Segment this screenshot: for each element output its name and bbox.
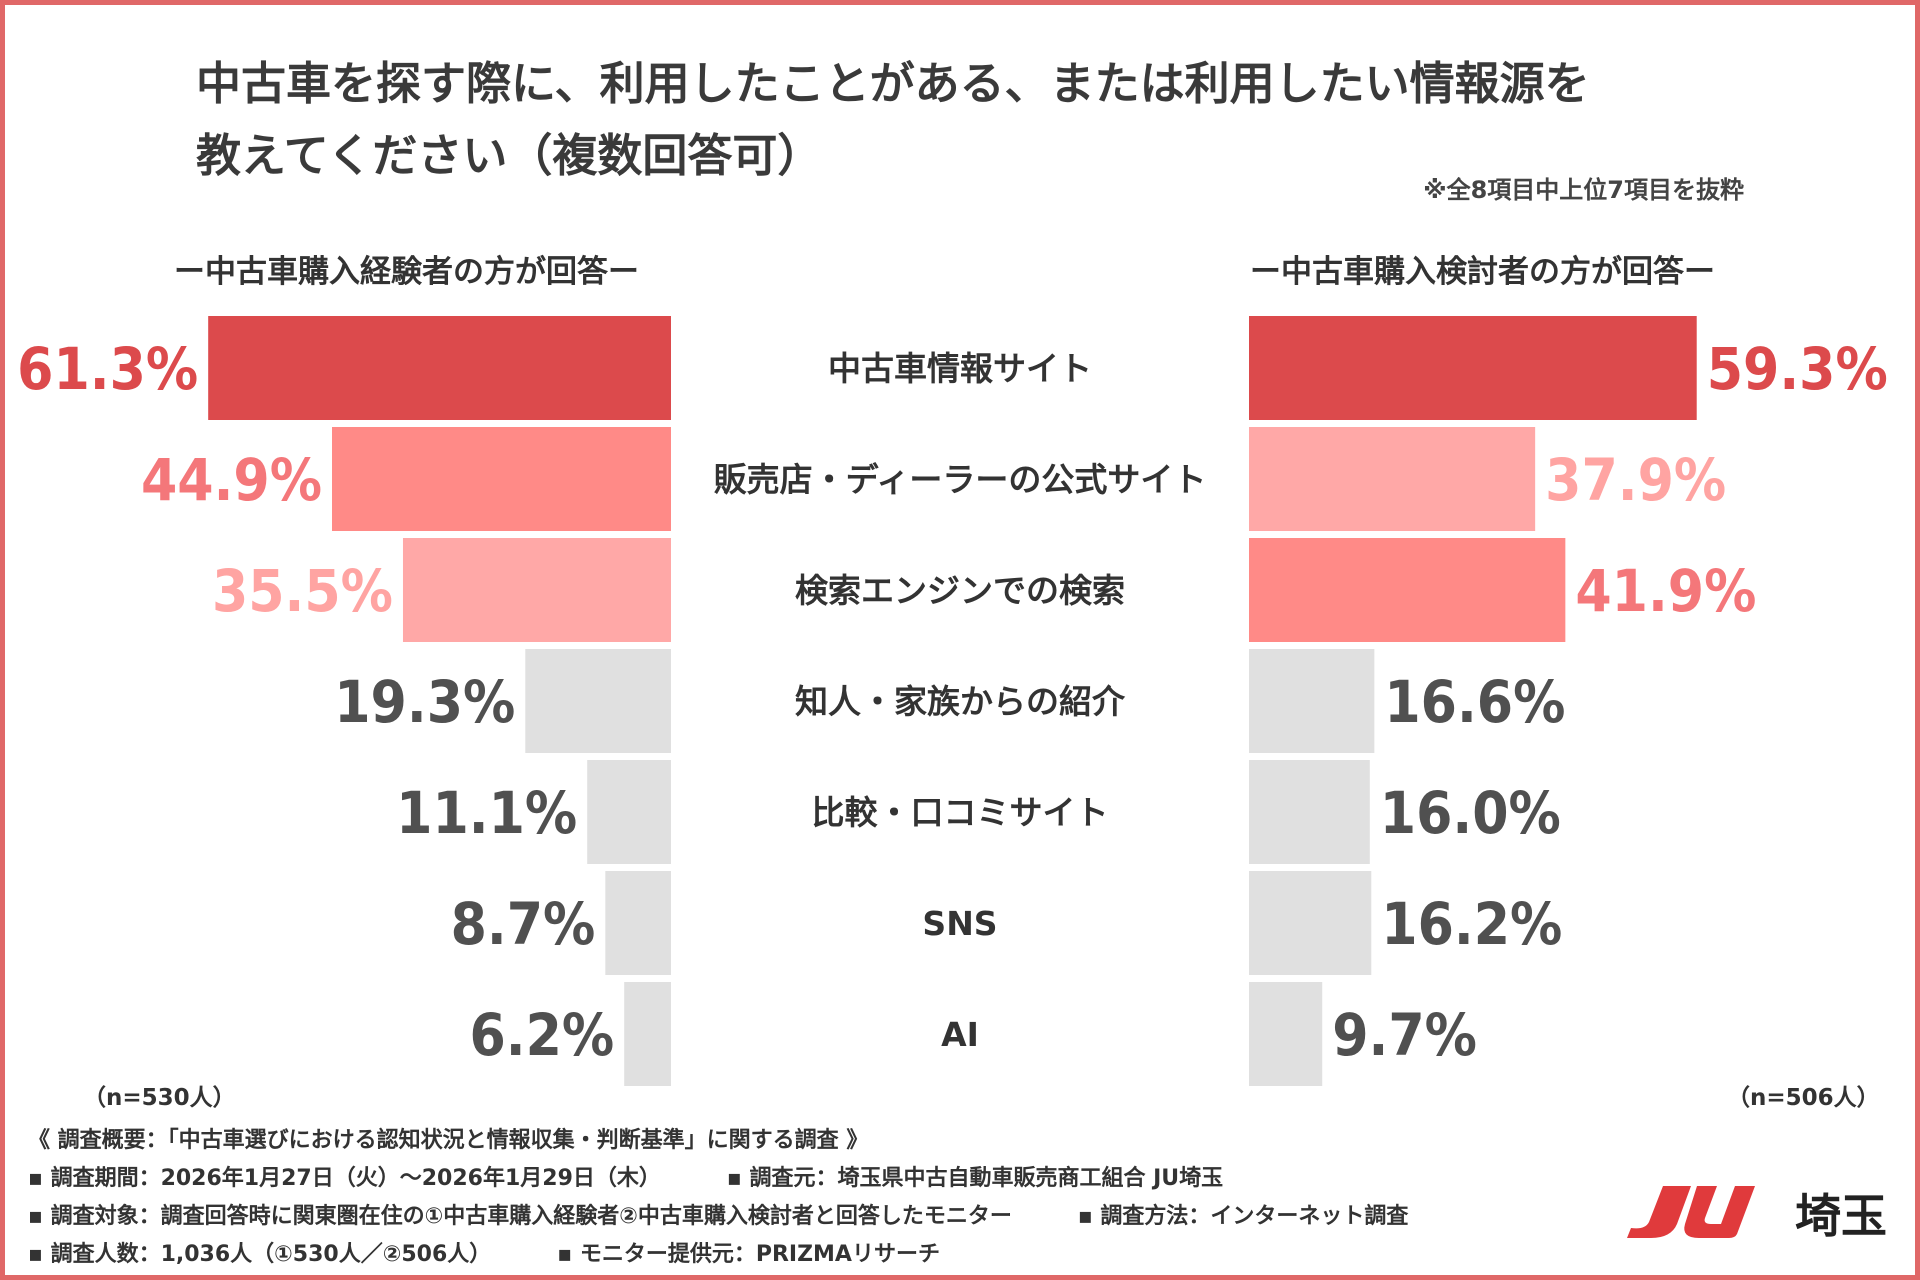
right-bar — [1249, 649, 1375, 753]
logo-text: 埼玉 — [1795, 1189, 1887, 1242]
right-bar — [1249, 538, 1566, 642]
category-label: 検索エンジンでの検索 — [795, 571, 1125, 610]
ju-logo-mark — [1627, 1186, 1755, 1238]
left-bar — [525, 649, 671, 753]
right-value-label: 37.9% — [1545, 446, 1726, 514]
right-bar — [1249, 316, 1697, 420]
right-value-label: 59.3% — [1707, 335, 1888, 403]
right-value-label: 9.7% — [1332, 1001, 1477, 1069]
selection-note: ※全8項目中上位7項目を抜粋 — [1423, 176, 1744, 204]
category-label: SNS — [922, 904, 997, 943]
right-value-label: 16.6% — [1384, 668, 1565, 736]
left-value-label: 11.1% — [396, 779, 577, 847]
title-line-2: 教えてください（複数回答可） — [196, 129, 823, 182]
left-bar — [208, 316, 671, 420]
ju-saitama-logo: 埼玉 — [1627, 1186, 1887, 1242]
title-line-1: 中古車を探す際に、利用したことがある、または利用したい情報源を — [196, 57, 1590, 110]
left-bar — [624, 982, 671, 1086]
left-sample-size: （n=530人） — [83, 1085, 236, 1111]
survey-method: ▪ 調査方法：インターネット調査 — [1077, 1204, 1409, 1229]
category-label: 販売店・ディーラーの公式サイト — [714, 460, 1207, 499]
category-label: 比較・口コミサイト — [812, 793, 1109, 832]
left-value-label: 6.2% — [469, 1001, 614, 1069]
survey-count: ▪ 調査人数：1,036人（①530人／②506人） — [28, 1242, 492, 1267]
survey-source: ▪ 調査元：埼玉県中古自動車販売商工組合 JU埼玉 — [726, 1166, 1224, 1191]
left-value-label: 44.9% — [141, 446, 322, 514]
right-sample-size: （n=506人） — [1727, 1085, 1880, 1111]
monitor-provider: ▪ モニター提供元：PRIZMAリサーチ — [557, 1242, 940, 1267]
right-bar — [1249, 427, 1536, 531]
left-bar — [402, 538, 671, 642]
left-value-label: 8.7% — [451, 890, 596, 958]
right-value-label: 41.9% — [1575, 557, 1756, 625]
right-series-label: ー中古車購入検討者の方が回答ー — [1250, 254, 1715, 290]
right-bar — [1249, 982, 1323, 1086]
left-bar — [332, 427, 671, 531]
survey-heading: 《 調査概要：「中古車選びにおける認知状況と情報収集・判断基準」に関する調査 》 — [28, 1128, 869, 1153]
category-label: 知人・家族からの紹介 — [795, 682, 1126, 721]
left-bar — [587, 760, 671, 864]
butterfly-bar-chart: 61.3% 59.3% 中古車情報サイト 44.9% 37.9% 販売店・ディーラーの公式… — [17, 316, 1888, 1086]
survey-period: ▪ 調査期間：2026年1月27日（火）〜2026年1月29日（木） — [28, 1166, 661, 1191]
left-series-label: ー中古車購入経験者の方が回答ー — [174, 254, 639, 290]
category-label: AI — [941, 1015, 979, 1054]
right-bar — [1249, 871, 1372, 975]
survey-overview: 《 調査概要：「中古車選びにおける認知状況と情報収集・判断基準」に関する調査 》… — [28, 1122, 1408, 1274]
right-bar — [1249, 760, 1370, 864]
left-value-label: 19.3% — [334, 668, 515, 736]
category-label: 中古車情報サイト — [828, 349, 1092, 388]
chart-title: 中古車を探す際に、利用したことがある、または利用したい情報源を 教えてください（… — [196, 48, 1590, 192]
survey-target: ▪ 調査対象：調査回答時に関東圏在住の①中古車購入経験者②中古車購入検討者と回答… — [28, 1204, 1012, 1229]
left-value-label: 61.3% — [17, 335, 198, 403]
right-value-label: 16.0% — [1380, 779, 1561, 847]
left-value-label: 35.5% — [212, 557, 393, 625]
right-value-label: 16.2% — [1381, 890, 1562, 958]
left-bar — [605, 871, 671, 975]
